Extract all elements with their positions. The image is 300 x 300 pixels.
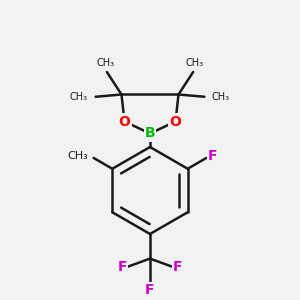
Text: B: B <box>145 127 155 140</box>
Text: CH₃: CH₃ <box>186 58 204 68</box>
Text: CH₃: CH₃ <box>212 92 230 102</box>
Text: CH₃: CH₃ <box>96 58 114 68</box>
Text: F: F <box>208 149 218 164</box>
Text: F: F <box>173 260 183 274</box>
Text: F: F <box>117 260 127 274</box>
Text: CH₃: CH₃ <box>68 152 88 161</box>
Text: O: O <box>169 115 181 128</box>
Text: O: O <box>118 115 130 128</box>
Text: CH₃: CH₃ <box>70 92 88 102</box>
Text: F: F <box>145 283 155 297</box>
